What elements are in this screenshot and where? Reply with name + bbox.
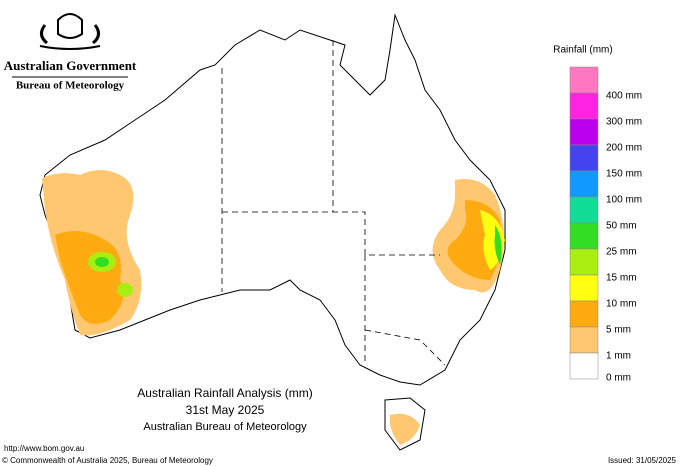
mainland (39, 13, 506, 386)
legend-swatch (569, 222, 599, 250)
legend-label: 10 mm (606, 299, 637, 310)
legend-swatch (569, 196, 599, 224)
legend-title: Rainfall (mm) (553, 45, 612, 56)
issued: Issued: 31/05/2025 (608, 456, 677, 465)
legend-swatch (569, 248, 599, 276)
agency: Australian Government (4, 58, 137, 73)
legend-label: 50 mm (606, 221, 637, 232)
legend-label: 0 mm (606, 373, 631, 384)
bureau: Bureau of Meteorology (16, 80, 125, 92)
copyright: © Commonwealth of Australia 2025, Bureau… (2, 456, 213, 465)
legend-label: 150 mm (606, 169, 642, 180)
legend-swatch (569, 144, 599, 172)
legend-swatch (569, 66, 599, 94)
legend-swatch (569, 352, 599, 380)
legend-swatch (569, 274, 599, 302)
map-date: 31st May 2025 (186, 403, 265, 417)
rain-area (117, 283, 133, 297)
legend: Rainfall (mm) 400 mm 300 mm 200 mm 150 mm 10… (553, 45, 642, 384)
legend-label: 1 mm (606, 351, 631, 362)
rain-area (95, 257, 109, 267)
legend-label: 5 mm (606, 325, 631, 336)
map-source: Australian Bureau of Meteorology (143, 421, 307, 433)
coat-of-arms (39, 13, 101, 50)
legend-label: 100 mm (606, 195, 642, 206)
legend-swatch (569, 300, 599, 328)
legend-swatch (569, 170, 599, 198)
state-borders (221, 40, 446, 366)
url: http://www.bom.gov.au (4, 444, 84, 453)
map-title: Australian Rainfall Analysis (mm) (137, 386, 312, 400)
legend-swatch (569, 326, 599, 354)
legend-label: 25 mm (606, 247, 637, 258)
legend-label: 15 mm (606, 273, 637, 284)
legend-swatch (569, 118, 599, 146)
rain-area (389, 413, 420, 445)
legend-label: 200 mm (606, 143, 642, 154)
legend-label: 400 mm (606, 91, 642, 102)
rain-area (494, 225, 502, 265)
legend-label: 300 mm (606, 117, 642, 128)
map (39, 13, 506, 451)
legend-swatch (569, 92, 599, 120)
